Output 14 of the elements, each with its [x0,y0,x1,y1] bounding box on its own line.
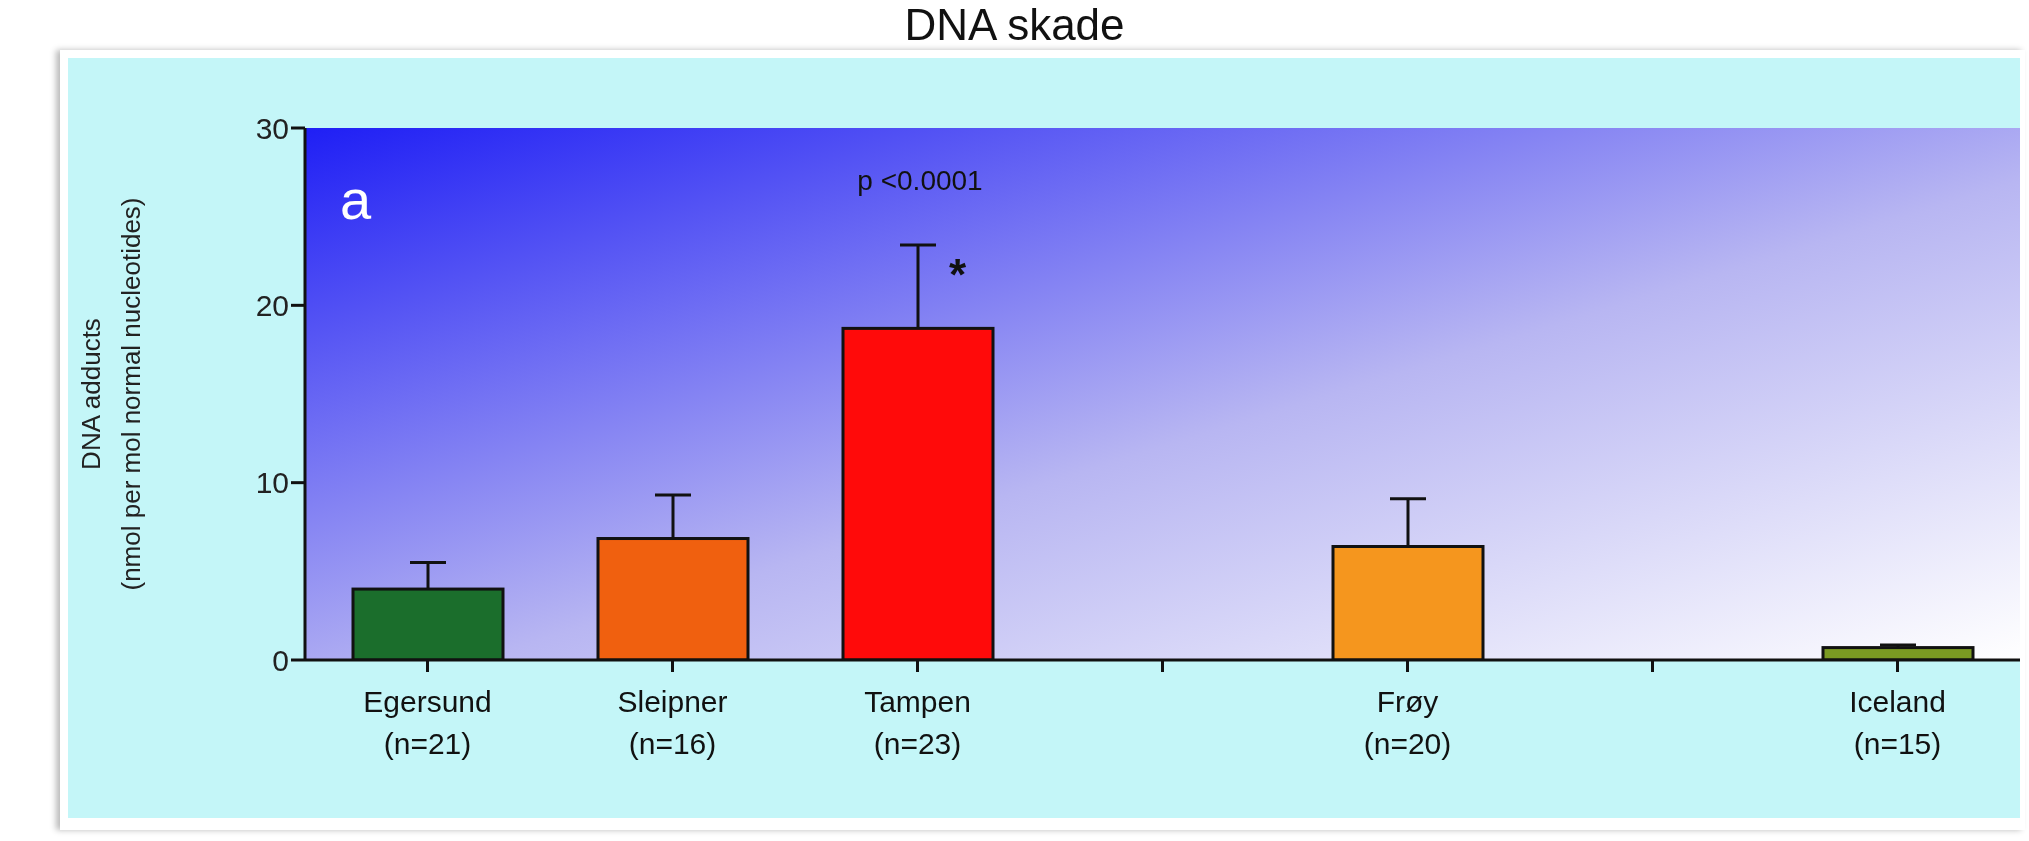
annotation: p <0.0001 [856,165,984,197]
annotation: * [948,249,967,299]
x-tick-label: Frøy (n=20) [1363,685,1452,760]
y-tick-label: 20 [255,288,289,322]
y-tick-label: 0 [272,643,289,677]
y-tick-label: 30 [255,111,289,145]
x-tick-label: Sleipner (n=16) [617,685,728,760]
y-axis-title: DNA adducts (nmol per mol normal nucleotides) [76,197,146,591]
y-tick-label: 10 [255,466,289,500]
x-tick-label: Egersund (n=21) [363,685,492,760]
chart-title: DNA skade [903,0,1126,50]
annotation: a [340,168,372,231]
x-tick-label: Tampen (n=23) [864,685,971,760]
x-tick-label: Iceland (n=15) [1849,685,1946,760]
